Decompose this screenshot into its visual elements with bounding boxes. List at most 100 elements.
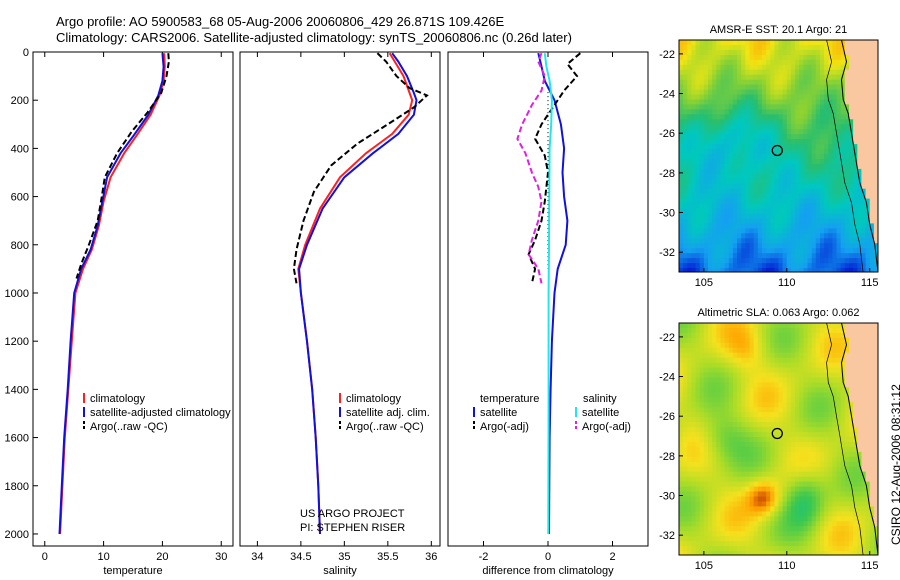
map-cell: [840, 432, 846, 438]
map-cell: [844, 491, 850, 498]
map-cell: [782, 437, 788, 443]
map-cell: [708, 427, 713, 433]
map-cell: [683, 89, 688, 96]
map-cell: [770, 427, 775, 433]
map-cell: [753, 109, 759, 115]
map-cell: [865, 114, 871, 120]
map-cell: [770, 526, 775, 532]
map-cell: [853, 412, 858, 418]
map-cell: [782, 466, 788, 473]
map-cell: [807, 417, 813, 423]
map-cell: [703, 238, 709, 244]
map-cell: [741, 337, 746, 344]
map-cell: [766, 89, 771, 96]
map-cell: [840, 173, 846, 180]
map-cell: [790, 551, 796, 555]
map-cell: [778, 243, 784, 249]
map-cell: [679, 521, 684, 527]
map-cell: [807, 541, 813, 547]
map-cell: [712, 149, 717, 155]
map-cell: [728, 168, 734, 175]
map-cell: [782, 407, 788, 413]
map-cell: [865, 357, 871, 364]
map-cell: [745, 74, 750, 81]
map-cell: [815, 243, 821, 249]
map-cell: [786, 188, 792, 195]
map-cell: [849, 392, 854, 398]
map-cell: [824, 422, 829, 428]
map-cell: [840, 54, 846, 61]
map-cell: [803, 392, 809, 398]
map-cell: [732, 69, 738, 76]
map-cell: [824, 501, 829, 508]
map-cell: [774, 471, 780, 478]
map-cell: [865, 412, 871, 418]
map-cell: [761, 253, 767, 259]
map-cell: [786, 89, 792, 96]
map-cell: [699, 446, 705, 453]
map-cell: [786, 337, 792, 344]
map-cell: [786, 417, 792, 423]
map-cell: [691, 89, 697, 96]
map-cell: [720, 238, 726, 244]
map-cell: [869, 188, 875, 195]
map-cell: [795, 397, 800, 403]
map-cell: [679, 149, 684, 155]
map-cell: [720, 323, 726, 329]
map-cell: [820, 228, 825, 234]
map-cell: [778, 268, 784, 272]
map-cell: [873, 233, 878, 239]
map-cell: [724, 422, 730, 428]
map-cell: [770, 412, 775, 418]
map-cell: [732, 551, 738, 555]
map-cell: [790, 59, 796, 66]
map-cell: [708, 328, 713, 334]
map-cell: [873, 173, 878, 180]
map-cell: [699, 382, 705, 389]
map-cell: [790, 476, 796, 483]
map-cell: [865, 323, 871, 329]
map-cell: [737, 74, 742, 81]
map-cell: [703, 352, 709, 359]
map-cell: [679, 188, 684, 195]
map-cell: [840, 506, 846, 512]
map-cell: [807, 466, 813, 473]
map-cell: [857, 94, 862, 101]
map-cell: [807, 228, 813, 234]
map-cell: [687, 392, 692, 398]
map-y-tick-label: -32: [659, 530, 675, 542]
map-cell: [724, 228, 730, 234]
map-cell: [799, 392, 804, 398]
map-cell: [712, 506, 717, 512]
map-cell: [857, 119, 862, 125]
map-cell: [708, 149, 713, 155]
map-cell: [861, 451, 867, 458]
map-cell: [687, 536, 692, 542]
map-cell: [761, 551, 767, 555]
map-cell: [840, 183, 846, 190]
map-cell: [761, 144, 767, 150]
map-cell: [790, 392, 796, 398]
map-cell: [708, 372, 713, 379]
map-cell: [811, 208, 817, 215]
map-cell: [687, 521, 692, 527]
map-cell: [749, 328, 755, 334]
x-tick-label-salinity: 34: [251, 551, 263, 563]
map-cell: [857, 168, 862, 175]
map-cell: [732, 124, 738, 130]
map-cell: [766, 541, 771, 547]
map-cell: [795, 124, 800, 130]
map-cell: [757, 367, 763, 374]
map-cell: [728, 218, 734, 225]
map-cell: [828, 486, 833, 493]
map-cell: [869, 531, 875, 537]
map-cell: [766, 238, 771, 244]
map-cell: [807, 506, 813, 512]
map-cell: [708, 45, 713, 51]
map-cell: [873, 109, 878, 115]
map-cell: [766, 506, 771, 512]
map-cell: [679, 134, 684, 140]
map-cell: [745, 491, 750, 498]
map-cell: [815, 69, 821, 76]
map-cell: [849, 144, 854, 150]
